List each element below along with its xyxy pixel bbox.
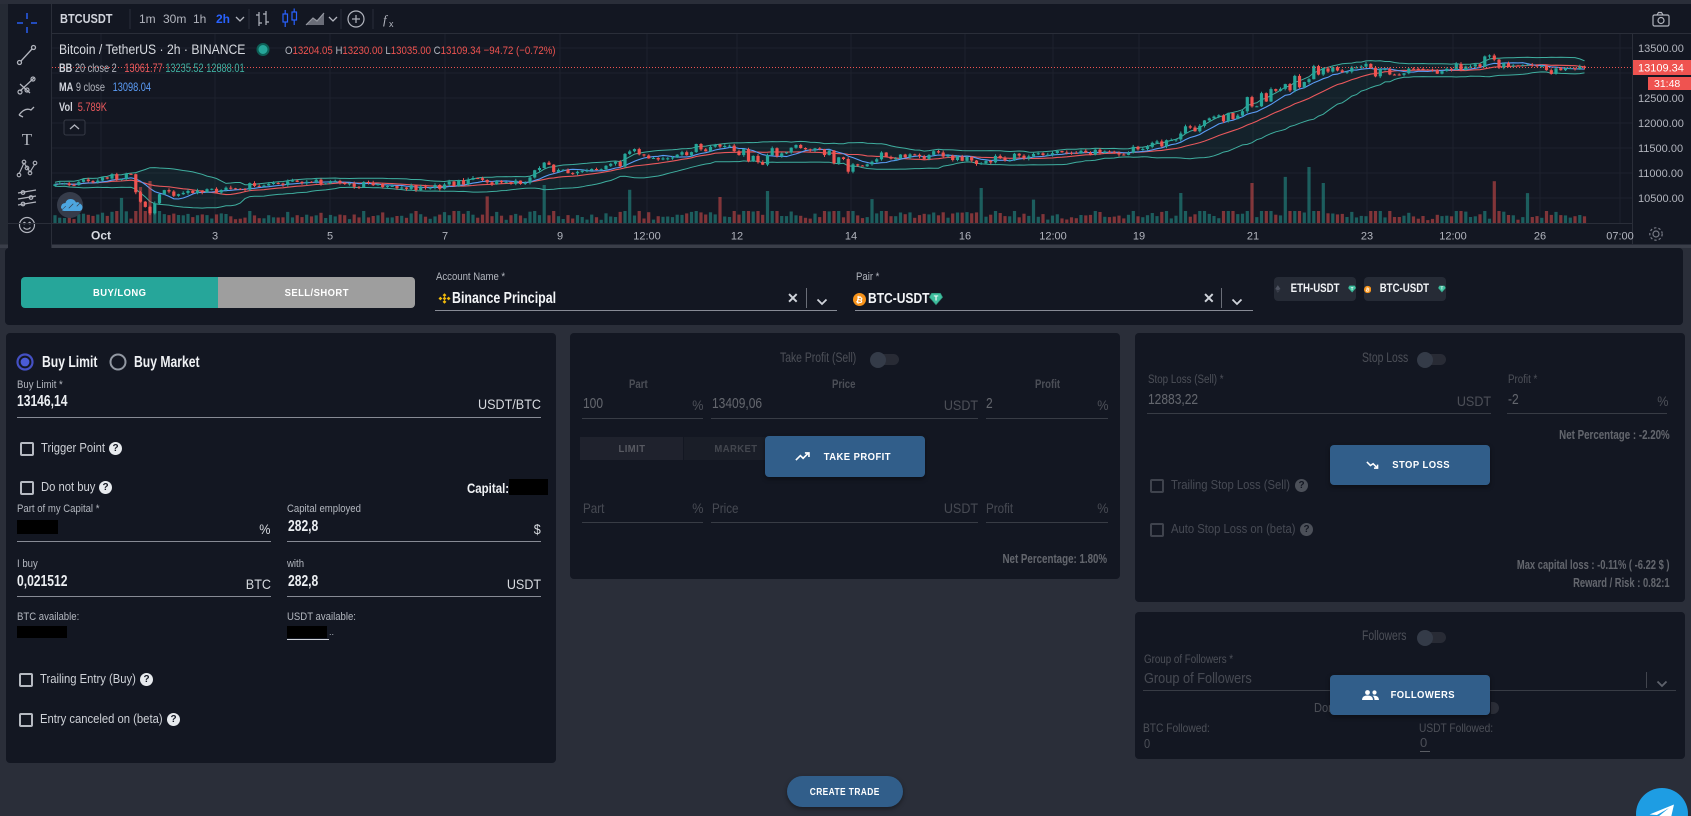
svg-text:Bitcoin / TetherUS · 2h · BINA: Bitcoin / TetherUS · 2h · BINANCE [59, 41, 246, 57]
svg-text:31:48: 31:48 [1654, 78, 1680, 90]
svg-text:T: T [1351, 286, 1354, 291]
svg-text:T: T [934, 293, 939, 302]
svg-text:12:00: 12:00 [1039, 231, 1067, 243]
svg-text:07:00: 07:00 [1606, 231, 1634, 243]
svg-text:9: 9 [557, 231, 563, 243]
svg-text:12000.00: 12000.00 [1638, 118, 1684, 130]
svg-text:₿: ₿ [855, 294, 864, 305]
svg-text:MA 9 close 13098.04: MA 9 close 13098.04 [59, 82, 151, 94]
svg-text:O13204.05 H13230.00 L13035.00: O13204.05 H13230.00 L13035.00 C13109.34 … [285, 44, 555, 57]
svg-text:11000.00: 11000.00 [1638, 168, 1683, 180]
svg-text:7: 7 [442, 231, 448, 243]
svg-text:12: 12 [731, 231, 743, 243]
svg-text:26: 26 [1534, 231, 1546, 243]
svg-text:BTCUSDT: BTCUSDT [60, 12, 113, 26]
svg-text:10500.00: 10500.00 [1638, 193, 1684, 205]
svg-text:T: T [1441, 286, 1444, 291]
svg-text:f: f [383, 12, 389, 27]
svg-text:₿: ₿ [1365, 285, 1370, 293]
svg-text:13500.00: 13500.00 [1638, 43, 1684, 55]
svg-text:12:00: 12:00 [1439, 231, 1467, 243]
svg-text:11500.00: 11500.00 [1638, 143, 1683, 155]
svg-text:21: 21 [1247, 231, 1259, 243]
svg-text:12:00: 12:00 [633, 231, 661, 243]
svg-text:5: 5 [327, 231, 333, 243]
svg-text:13109.34: 13109.34 [1638, 63, 1684, 75]
svg-text:1h: 1h [193, 12, 206, 26]
svg-text:T: T [22, 130, 33, 149]
svg-text:12500.00: 12500.00 [1638, 93, 1684, 105]
svg-text:14: 14 [845, 231, 857, 243]
svg-text:BB 20 close 2 13061.77 13235: BB 20 close 2 13061.77 13235.52 12888.01 [59, 63, 245, 75]
svg-text:16: 16 [959, 231, 971, 243]
svg-text:2h: 2h [216, 12, 230, 26]
svg-text:1m: 1m [139, 12, 156, 26]
svg-text:x: x [389, 19, 394, 29]
svg-text:23: 23 [1361, 231, 1373, 243]
svg-text:3: 3 [212, 231, 218, 243]
svg-text:30m: 30m [163, 12, 186, 26]
svg-text:Oct: Oct [91, 229, 111, 243]
svg-text:Vol 5.789K: Vol 5.789K [59, 102, 107, 114]
svg-text:19: 19 [1133, 231, 1145, 243]
